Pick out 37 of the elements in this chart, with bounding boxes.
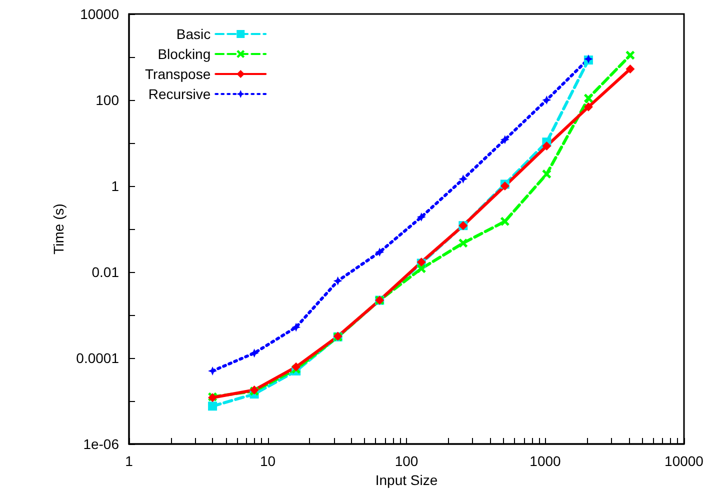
y-tick-label: 0.0001 bbox=[76, 350, 120, 366]
point bbox=[208, 366, 218, 376]
legend-label: Recursive bbox=[148, 86, 211, 102]
y-tick-label: 100 bbox=[96, 92, 120, 108]
point bbox=[626, 50, 635, 60]
x-tick-label: 1000 bbox=[530, 453, 562, 469]
x-tick-label: 10 bbox=[260, 453, 276, 469]
point bbox=[292, 362, 301, 372]
y-tick-label: 1e-06 bbox=[83, 436, 120, 452]
point bbox=[292, 322, 301, 332]
x-axis-title: Input Size bbox=[375, 472, 438, 488]
point bbox=[375, 248, 384, 257]
point bbox=[250, 348, 259, 358]
y-tick-label: 1 bbox=[111, 178, 120, 194]
point bbox=[333, 276, 342, 286]
point bbox=[542, 142, 552, 151]
x-tick-label: 100 bbox=[394, 453, 418, 469]
point bbox=[500, 216, 510, 226]
legend-label: Transpose bbox=[145, 66, 211, 82]
point bbox=[626, 64, 635, 74]
legend-label: Blocking bbox=[158, 46, 211, 62]
x-tick-label: 10000 bbox=[664, 453, 704, 469]
point bbox=[416, 264, 426, 274]
point bbox=[458, 174, 468, 184]
point bbox=[500, 135, 510, 144]
x-tick-label: 1 bbox=[125, 453, 134, 469]
point bbox=[584, 94, 593, 103]
y-axis-title: Time (s) bbox=[50, 204, 66, 254]
point bbox=[458, 238, 468, 248]
legend-label: Basic bbox=[176, 26, 211, 42]
point bbox=[208, 402, 218, 411]
point bbox=[542, 170, 552, 179]
y-tick-label: 0.01 bbox=[92, 264, 120, 280]
point bbox=[542, 96, 552, 104]
point bbox=[416, 212, 426, 222]
point bbox=[584, 102, 593, 112]
y-tick-label: 10000 bbox=[80, 6, 120, 22]
